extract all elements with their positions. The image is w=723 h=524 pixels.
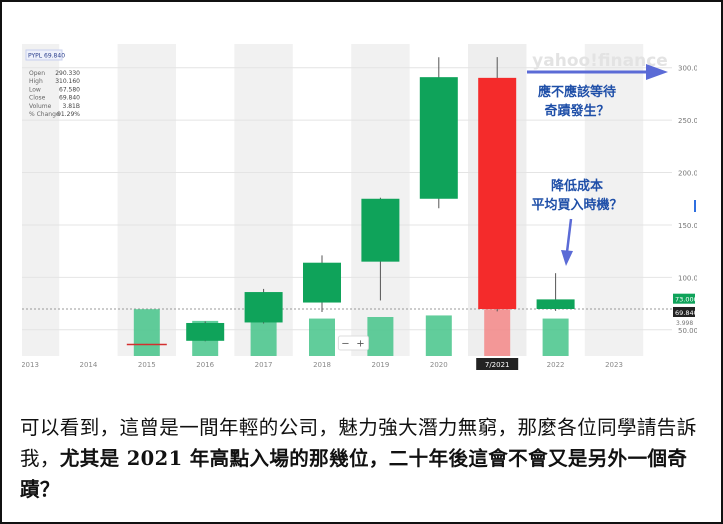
volume-bars: [133, 309, 569, 356]
volume-bar: [367, 317, 394, 356]
candle-body: [536, 299, 575, 309]
chart-svg: 300.000 250.000 200.000 150.000 100.000 50.00…: [21, 44, 707, 370]
stat-value: 3.81B: [63, 103, 80, 110]
volume-bar: [425, 315, 452, 356]
annotation-arrow-line: [565, 218, 573, 253]
volume-bar: [309, 318, 335, 356]
x-tick-label: 2020: [430, 361, 448, 369]
stat-value: 310.160: [55, 78, 80, 85]
caption-text: 可以看到，這曾是一間年輕的公司，魅力強大潛力無窮，那麼各位同學請告訴我，: [20, 416, 697, 470]
candle-body: [244, 292, 283, 323]
ticker-label: PYPL 69.840: [28, 53, 65, 60]
price-flag-label: 73.000: [675, 296, 697, 304]
x-tick-label: 7/2021: [485, 361, 510, 369]
x-tick-label: 2022: [547, 361, 565, 369]
annotation-text: 奇蹟發生？: [544, 103, 609, 119]
volume-bar: [542, 318, 569, 356]
y-tick-label: 50.000: [678, 327, 697, 335]
stat-label: Volume: [29, 103, 52, 110]
candle-body: [361, 198, 400, 262]
candlestick-chart: 300.000 250.000 200.000 150.000 100.000 50.00…: [21, 44, 707, 370]
year-band: [22, 44, 60, 356]
x-label-highlight-bg: [476, 358, 519, 370]
stat-value: 67.580: [59, 86, 80, 93]
candle-body: [478, 77, 517, 309]
stat-label: Open: [29, 70, 45, 77]
price-flag-sub: 3.998: [676, 320, 693, 327]
y-tick-label: 300.000: [678, 65, 697, 73]
candle-body: [303, 262, 341, 303]
stat-label: % Change: [29, 111, 60, 118]
zoom-control: [337, 335, 369, 351]
annotation-text: 應不應該等待: [538, 84, 616, 100]
caption-bold-text: 尤其是 2021 年高點入場的那幾位，二十年後這會不會又是另外一個奇蹟？: [20, 447, 688, 501]
caption-paragraph: 可以看到，這曾是一間年輕的公司，魅力強大潛力無窮，那麼各位同學請告訴我，尤其是 …: [20, 412, 710, 505]
x-tick-label: 2013: [22, 361, 39, 369]
x-tick-label: 2023: [605, 361, 623, 369]
candle-body: [186, 322, 225, 341]
price-flag-label: 69.840: [675, 309, 697, 317]
stat-label: Close: [29, 95, 46, 102]
x-tick-label: 2015: [138, 361, 156, 369]
candles: [126, 57, 575, 346]
y-tick-label: 150.000: [678, 222, 697, 230]
x-tick-label: 2019: [371, 361, 389, 369]
annotation-arrow-head: [646, 64, 668, 80]
year-bands: [22, 44, 644, 356]
volume-bar: [133, 309, 160, 356]
ticker-box: [25, 49, 63, 61]
year-band: [584, 44, 644, 356]
annotation-text: 平均買入時機？: [531, 197, 622, 213]
stat-label: Low: [29, 86, 41, 93]
watermark: yahoo!finance: [532, 51, 668, 71]
x-tick-label: 2014: [79, 361, 97, 369]
x-tick-label: 2016: [196, 361, 214, 369]
price-flag: [673, 293, 695, 304]
annotation-arrow-head: [561, 250, 573, 266]
x-tick-label: 2017: [255, 361, 273, 369]
axes: 300.000 250.000 200.000 150.000 100.000 50.00…: [21, 65, 707, 370]
x-tick-label: 2018: [313, 361, 331, 369]
year-band: [117, 44, 176, 356]
stat-value: 69.840: [59, 95, 80, 102]
annotation-text: 降低成本: [551, 178, 603, 194]
overlay: PYPL 69.840 Open 290.330 High 310.160 Low 67.5…: [25, 49, 696, 351]
volume-bar: [484, 309, 511, 356]
y-tick-label: 250.000: [678, 117, 697, 125]
stat-label: High: [29, 78, 43, 85]
stat-value: 91.29%: [57, 111, 80, 118]
candle-body: [419, 77, 458, 199]
y-tick-label: 200.000: [678, 170, 697, 178]
zoom-in-button: +: [356, 339, 364, 350]
grid-lines: [22, 67, 672, 331]
zoom-out-button: −: [341, 339, 349, 350]
stat-value: 290.330: [55, 70, 80, 77]
y-tick-label: 100.000: [678, 274, 697, 282]
price-flag: [673, 306, 695, 317]
